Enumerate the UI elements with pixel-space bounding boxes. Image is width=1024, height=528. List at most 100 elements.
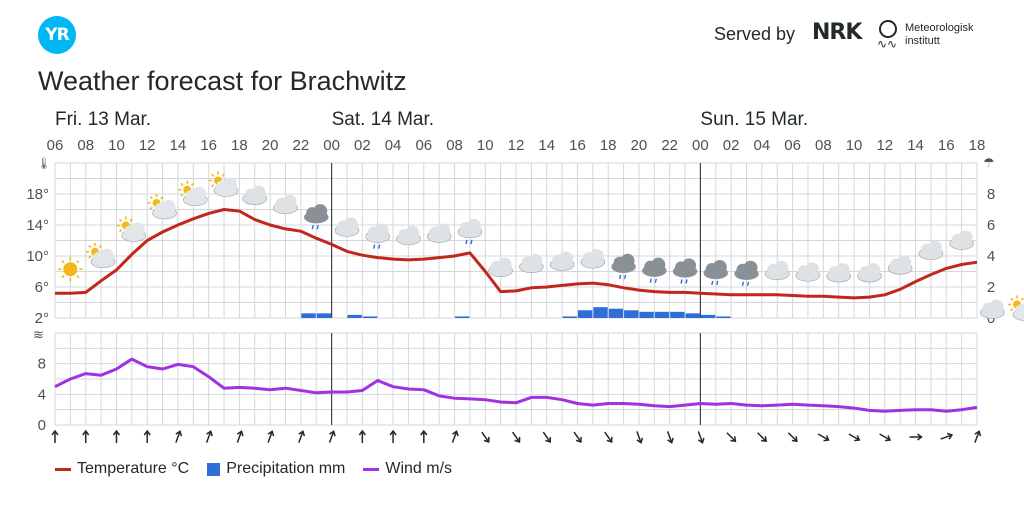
hour-tick-label: 06 <box>784 137 801 154</box>
cloudy-icon <box>396 225 421 246</box>
rain-icon <box>672 258 698 284</box>
cloud-puff <box>374 223 389 238</box>
hour-tick-label: 16 <box>569 137 586 154</box>
wind-arrow-icon <box>666 431 674 444</box>
wind-arrow-head <box>761 436 767 443</box>
legend-temperature-label: Temperature °C <box>77 460 190 477</box>
cloudy-icon <box>764 260 790 281</box>
legend-temperature-swatch <box>55 467 71 471</box>
cloud-puff <box>774 260 789 275</box>
hour-tick-label: 14 <box>907 137 924 154</box>
wind-arrow-head <box>82 429 90 436</box>
cloud-puff <box>682 258 697 273</box>
precipitation-bar <box>670 311 685 318</box>
nrk-logo[interactable]: NRK <box>812 20 862 45</box>
hour-tick-label: 18 <box>231 137 248 154</box>
wind-arrow-shaft <box>848 433 860 441</box>
cloud-puff <box>251 185 266 200</box>
wind-arrow-shaft <box>451 431 458 443</box>
sun-ray <box>180 182 184 187</box>
cloudy-icon <box>549 251 575 271</box>
partly-cloudy-icon <box>1008 295 1024 321</box>
hour-tick-label: 10 <box>846 137 863 154</box>
temp-axis-label: 6° <box>35 279 49 296</box>
raindrop <box>373 244 376 249</box>
sun-ray <box>1020 297 1024 301</box>
umbrella-icon: ☂ <box>983 155 995 170</box>
yr-logo[interactable]: YR <box>38 16 76 54</box>
raindrop <box>741 281 745 286</box>
temp-axis-label: 14° <box>26 217 49 234</box>
sun-ray <box>61 260 65 264</box>
rain-icon <box>703 259 729 286</box>
light-rain-icon <box>457 218 483 245</box>
wind-arrow-shaft <box>298 431 304 443</box>
sun-ray <box>61 274 65 279</box>
met-line1: Meteorologisk <box>905 22 974 34</box>
raindrop <box>465 239 468 245</box>
cloud-puff <box>313 204 328 219</box>
sun-ray <box>1010 297 1014 301</box>
sun-ray <box>88 244 92 249</box>
wind-arrow-shaft <box>236 431 243 443</box>
precipitation-bar <box>347 314 362 318</box>
sun-ray <box>211 184 215 188</box>
cloud-puff <box>223 177 238 192</box>
wind-arrow-icon <box>817 433 830 442</box>
sun-ray <box>76 274 80 279</box>
hour-tick-label: 08 <box>815 137 832 154</box>
wind-arrow-icon <box>328 430 336 443</box>
cloud-puff <box>528 253 543 268</box>
sun-ray <box>160 196 164 200</box>
temp-axis-label: 18° <box>26 186 49 203</box>
precipitation-bar <box>362 316 378 318</box>
wind-arrow-icon <box>143 429 151 443</box>
wind-arrow-shaft <box>726 432 736 442</box>
wind-arrow-head <box>791 436 798 443</box>
wind-arrow-head <box>884 435 892 442</box>
cloudy-icon <box>887 255 913 275</box>
wind-arrow-head <box>389 429 397 436</box>
met-logo-text[interactable]: Meteorologisk institutt <box>905 22 973 48</box>
wind-arrow-shaft <box>205 431 212 443</box>
cloudy-icon <box>488 257 513 277</box>
wind-arrow-icon <box>542 431 552 443</box>
precipitation-bar <box>639 311 654 318</box>
wind-arrow-head <box>667 437 674 444</box>
cloud-puff <box>343 217 358 232</box>
cloud-puff <box>497 257 512 272</box>
hour-tick-label: 12 <box>508 137 525 154</box>
wind-arrow-head <box>298 430 306 437</box>
chart-legend: Temperature °C Precipitation mm Wind m/s <box>55 460 452 478</box>
sun-icon <box>58 257 83 282</box>
temp-axis-label: 10° <box>26 248 49 265</box>
hour-tick-label: 10 <box>108 137 125 154</box>
precipitation-bar <box>593 307 608 318</box>
temperature-line <box>55 208 978 300</box>
wind-arrow-head <box>636 437 644 444</box>
precipitation-bar <box>624 310 639 318</box>
precipitation-bar <box>716 316 731 318</box>
hour-tick-label: 02 <box>723 137 740 154</box>
cloud-puff <box>651 257 666 272</box>
raindrop <box>711 280 714 286</box>
cloudy-icon <box>795 262 821 282</box>
wind-arrow-head <box>823 435 830 442</box>
wind-arrow-shaft <box>542 431 551 443</box>
wind-arrow-head <box>575 436 582 443</box>
cloud-puff <box>743 260 758 275</box>
wind-arrow-shaft <box>175 431 181 443</box>
hour-tick-label: 16 <box>938 137 955 154</box>
hour-tick-label: 04 <box>754 137 771 154</box>
wind-arrow-head <box>206 430 213 437</box>
wind-arrow-head <box>236 430 244 437</box>
cloud-puff <box>466 218 481 233</box>
raindrop <box>316 225 319 230</box>
hour-tick-label: 00 <box>323 137 340 154</box>
hour-tick-label: 14 <box>538 137 555 154</box>
hour-tick-label: 12 <box>139 137 156 154</box>
cloud-puff <box>559 251 574 266</box>
wind-arrow-head <box>514 436 521 443</box>
wind-arrow-icon <box>909 433 923 441</box>
precipitation-bar <box>608 308 624 318</box>
